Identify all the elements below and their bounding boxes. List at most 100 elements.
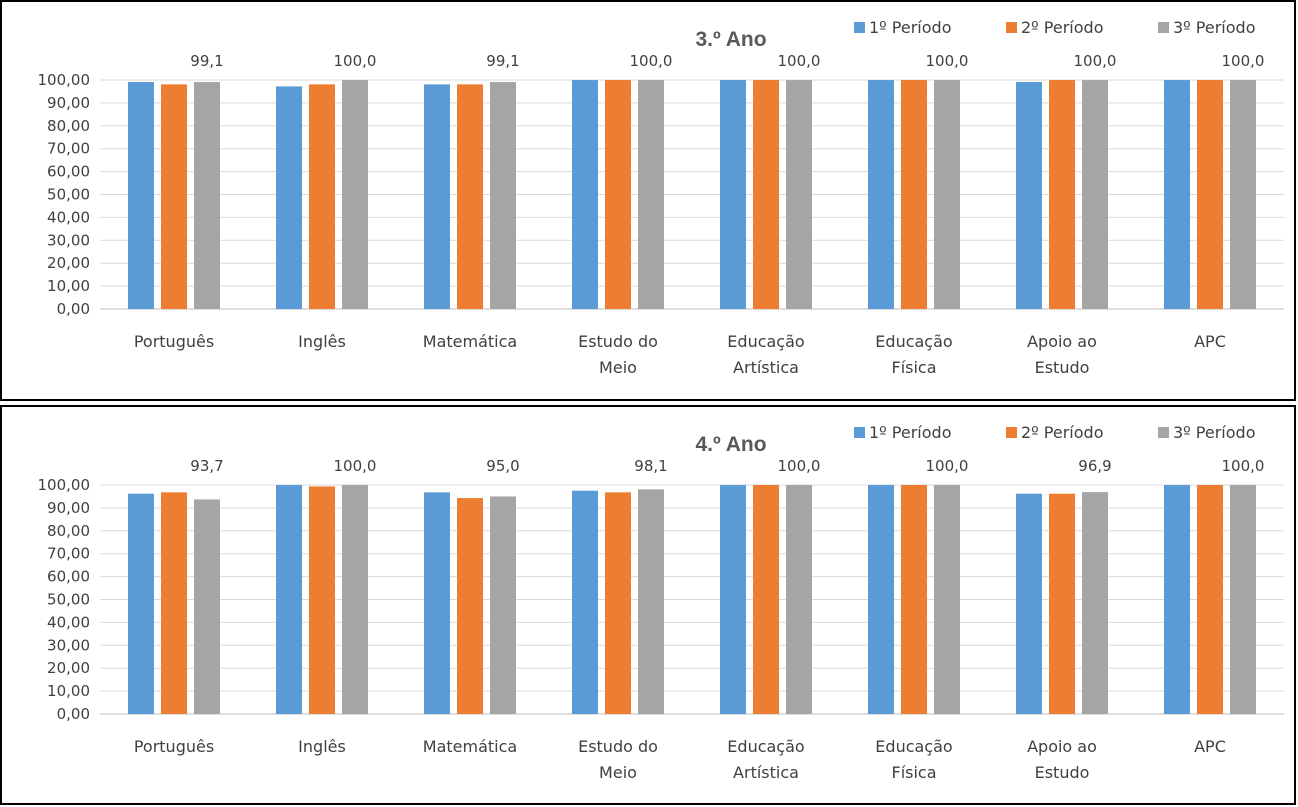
category-label: Meio (599, 358, 637, 377)
category-label: Física (891, 358, 936, 377)
bar (1082, 492, 1108, 714)
bar (342, 80, 368, 309)
y-tick-label: 90,00 (47, 499, 90, 517)
bar (457, 84, 483, 309)
bar (1164, 485, 1190, 714)
bar (868, 485, 894, 714)
y-tick-label: 70,00 (47, 545, 90, 563)
y-tick-label: 60,00 (47, 163, 90, 181)
legend-swatch (854, 22, 865, 33)
legend-label: 3º Período (1173, 423, 1255, 442)
data-label: 100,0 (1074, 52, 1117, 70)
bar (1016, 493, 1042, 714)
bar (605, 80, 631, 309)
y-tick-label: 80,00 (47, 522, 90, 540)
bar (901, 80, 927, 309)
data-label: 98,1 (634, 457, 667, 475)
data-label: 93,7 (190, 457, 223, 475)
category-label: APC (1194, 332, 1226, 351)
y-tick-label: 50,00 (47, 186, 90, 204)
legend-swatch (1006, 427, 1017, 438)
bar (786, 80, 812, 309)
bar (1230, 80, 1256, 309)
category-label: Educação (875, 332, 952, 351)
bar (934, 80, 960, 309)
category-label: Apoio ao (1027, 332, 1097, 351)
y-tick-label: 30,00 (47, 636, 90, 654)
bar (128, 82, 154, 309)
bar (572, 490, 598, 714)
y-tick-label: 40,00 (47, 613, 90, 631)
category-label: Artística (733, 763, 799, 782)
legend-label: 1º Período (869, 18, 951, 37)
bar (424, 84, 450, 309)
bar (720, 485, 746, 714)
bar (161, 84, 187, 309)
category-label: Estudo do (578, 737, 658, 756)
category-label: Inglês (298, 332, 346, 351)
category-label: Estudo do (578, 332, 658, 351)
data-label: 100,0 (926, 52, 969, 70)
chart-title: 3.º Ano (695, 28, 766, 51)
bar (490, 82, 516, 309)
y-tick-label: 60,00 (47, 568, 90, 586)
category-label: APC (1194, 737, 1226, 756)
legend-label: 1º Período (869, 423, 951, 442)
category-label: Inglês (298, 737, 346, 756)
bar (1164, 80, 1190, 309)
category-label: Português (134, 737, 214, 756)
y-tick-label: 40,00 (47, 208, 90, 226)
legend-label: 3º Período (1173, 18, 1255, 37)
bar (342, 485, 368, 714)
y-tick-label: 50,00 (47, 591, 90, 609)
data-label: 99,1 (190, 52, 223, 70)
bar (309, 486, 335, 714)
bar (638, 80, 664, 309)
data-label: 100,0 (1222, 457, 1265, 475)
category-label: Matemática (423, 737, 517, 756)
legend-swatch (1006, 22, 1017, 33)
chart-4-ano-svg: 0,00 10,00 20,00 30,00 40,00 50,00 60,00 70,00 8… (38, 423, 1284, 782)
category-label: Estudo (1035, 358, 1090, 377)
chart-3-ano: 0,00 10,00 20,00 30,00 40,00 50,00 60,00 70,00 8… (0, 0, 1296, 401)
bar (1082, 80, 1108, 309)
y-tick-label: 80,00 (47, 117, 90, 135)
bar (720, 80, 746, 309)
legend-swatch (854, 427, 865, 438)
bar (1049, 493, 1075, 714)
bar (309, 84, 335, 309)
y-tick-label: 20,00 (47, 254, 90, 272)
data-label: 100,0 (778, 52, 821, 70)
bar (1049, 80, 1075, 309)
bar (1197, 485, 1223, 714)
bar (276, 485, 302, 714)
bar (786, 485, 812, 714)
bar (490, 496, 516, 714)
chart-title: 4.º Ano (695, 433, 766, 456)
legend-swatch (1158, 22, 1169, 33)
category-label: Português (134, 332, 214, 351)
data-label: 95,0 (486, 457, 519, 475)
y-tick-label: 10,00 (47, 682, 90, 700)
y-tick-label: 30,00 (47, 231, 90, 249)
bar (753, 485, 779, 714)
bar (901, 485, 927, 714)
legend-swatch (1158, 427, 1169, 438)
bar (276, 86, 302, 309)
data-label: 99,1 (486, 52, 519, 70)
bar (194, 82, 220, 309)
category-label: Educação (875, 737, 952, 756)
data-label: 100,0 (334, 457, 377, 475)
y-tick-label: 90,00 (47, 94, 90, 112)
y-tick-label: 10,00 (47, 277, 90, 295)
legend-label: 2º Período (1021, 18, 1103, 37)
category-label: Estudo (1035, 763, 1090, 782)
y-tick-label: 0,00 (57, 705, 90, 723)
data-label: 96,9 (1078, 457, 1111, 475)
bar (1230, 485, 1256, 714)
data-label: 100,0 (334, 52, 377, 70)
y-tick-label: 0,00 (57, 300, 90, 318)
bar (161, 492, 187, 714)
chart-3-ano-svg: 0,00 10,00 20,00 30,00 40,00 50,00 60,00 70,00 8… (38, 18, 1284, 377)
bar (128, 493, 154, 714)
